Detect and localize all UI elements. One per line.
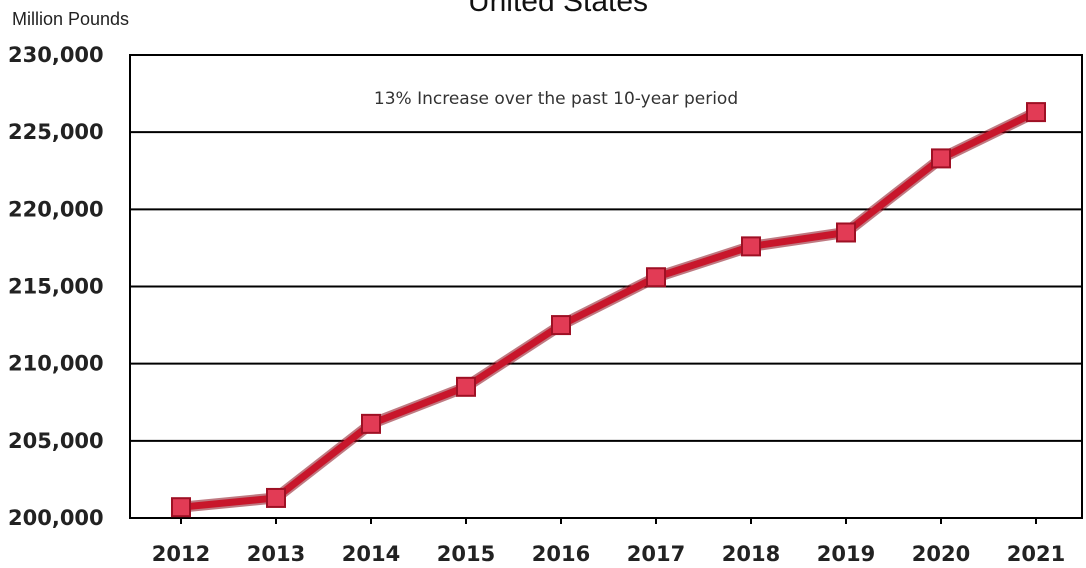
x-tick-label: 2015: [437, 542, 495, 566]
data-point-marker: [361, 413, 381, 434]
x-tick-label: 2013: [247, 542, 305, 566]
data-point-marker: [1026, 102, 1046, 123]
data-point-marker: [931, 148, 951, 169]
x-tick-label: 2016: [532, 542, 590, 566]
y-tick-label: 225,000: [8, 120, 104, 144]
plot-area: [129, 54, 1083, 519]
series-line-shadow: [175, 106, 1042, 513]
data-point-marker: [836, 222, 856, 243]
y-tick-label: 200,000: [8, 506, 104, 530]
x-tick-label: 2021: [1007, 542, 1065, 566]
x-tick-label: 2014: [342, 542, 400, 566]
y-tick-label: 220,000: [8, 197, 104, 221]
x-tick-label: 2018: [722, 542, 780, 566]
x-axis-ticks: 2012 2013 2014 2015 2016 2017 2018 2019 2020 2021: [152, 518, 1065, 566]
y-axis-ticks: 200,000 205,000 210,000 215,000 220,000 225,0…: [8, 43, 104, 530]
y-tick-label: 215,000: [8, 275, 104, 299]
y-axis-unit-label: Million Pounds: [12, 9, 129, 29]
y-tick-label: 230,000: [8, 43, 104, 67]
chart-title: United States: [468, 0, 648, 18]
series-group: [171, 102, 1046, 518]
x-tick-label: 2020: [912, 542, 970, 566]
series-line: [177, 108, 1040, 511]
data-point-marker: [741, 236, 761, 257]
x-tick-label: 2017: [627, 542, 685, 566]
trend-annotation: 13% Increase over the past 10-year perio…: [374, 89, 738, 109]
data-point-marker: [266, 487, 286, 508]
y-tick-label: 210,000: [8, 352, 104, 376]
data-point-marker: [551, 315, 571, 336]
x-tick-label: 2012: [152, 542, 210, 566]
data-point-marker: [646, 267, 666, 288]
x-tick-label: 2019: [817, 542, 875, 566]
data-point-marker: [171, 497, 191, 518]
data-point-marker: [456, 376, 476, 397]
gridlines: [130, 54, 1082, 519]
y-tick-label: 205,000: [8, 429, 104, 453]
